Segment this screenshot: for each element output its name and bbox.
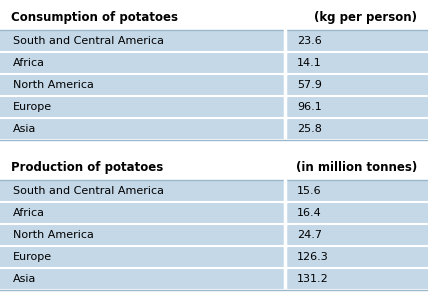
- Bar: [0, 118, 428, 140]
- Text: 16.4: 16.4: [297, 208, 322, 218]
- Text: 25.8: 25.8: [297, 124, 322, 134]
- Text: South and Central America: South and Central America: [12, 36, 163, 46]
- Text: 126.3: 126.3: [297, 252, 329, 262]
- Text: 96.1: 96.1: [297, 102, 322, 112]
- Bar: [0, 224, 428, 246]
- Text: 24.7: 24.7: [297, 230, 322, 240]
- Bar: [0, 4, 428, 30]
- Bar: [0, 180, 428, 202]
- Text: Europe: Europe: [12, 102, 52, 112]
- Text: Production of potatoes: Production of potatoes: [11, 161, 163, 174]
- Text: (in million tonnes): (in million tonnes): [296, 161, 417, 174]
- Bar: [0, 52, 428, 74]
- Bar: [0, 96, 428, 118]
- Text: South and Central America: South and Central America: [12, 186, 163, 196]
- Bar: [0, 246, 428, 268]
- Text: 57.9: 57.9: [297, 80, 322, 90]
- Bar: [0, 74, 428, 96]
- Bar: [0, 30, 428, 52]
- Text: 14.1: 14.1: [297, 58, 322, 68]
- Bar: [0, 268, 428, 290]
- Text: Asia: Asia: [12, 274, 36, 284]
- Text: Europe: Europe: [12, 252, 52, 262]
- Text: 23.6: 23.6: [297, 36, 322, 46]
- Text: Consumption of potatoes: Consumption of potatoes: [11, 10, 178, 24]
- Bar: [0, 202, 428, 224]
- Text: 131.2: 131.2: [297, 274, 329, 284]
- Text: North America: North America: [12, 80, 93, 90]
- Text: Africa: Africa: [12, 58, 45, 68]
- Text: (kg per person): (kg per person): [315, 10, 417, 24]
- Text: North America: North America: [12, 230, 93, 240]
- Text: Africa: Africa: [12, 208, 45, 218]
- Bar: [0, 154, 428, 180]
- Text: 15.6: 15.6: [297, 186, 322, 196]
- Text: Asia: Asia: [12, 124, 36, 134]
